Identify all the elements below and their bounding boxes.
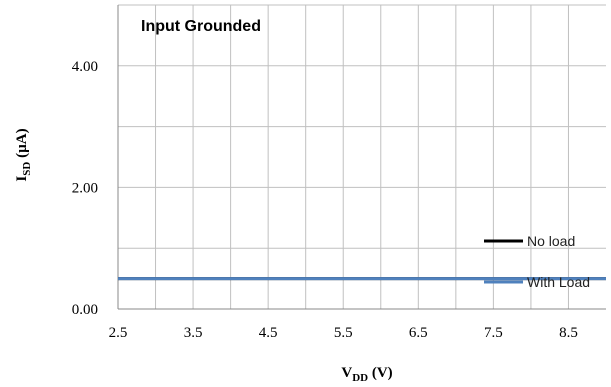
y-axis-label: ISD (µA)	[14, 128, 33, 181]
legend: No load With Load	[484, 233, 590, 290]
y-tick-label: 2.00	[72, 180, 98, 196]
chart-annotation: Input Grounded	[141, 18, 261, 35]
x-tick-label: 6.5	[409, 325, 428, 341]
x-axis-ticks: 2.5 3.5 4.5 5.5 6.5 7.5 8.5	[109, 325, 578, 341]
x-tick-label: 8.5	[559, 325, 578, 341]
x-tick-label: 7.5	[484, 325, 503, 341]
x-tick-label: 2.5	[109, 325, 128, 341]
x-tick-label: 3.5	[184, 325, 203, 341]
chart-grid	[118, 4, 606, 309]
y-tick-label: 0.00	[72, 302, 98, 318]
legend-entry: No load	[527, 233, 575, 249]
legend-entry: With Load	[527, 274, 590, 290]
y-tick-label: 4.00	[72, 59, 98, 75]
x-axis-label: VDD (V)	[341, 365, 392, 384]
y-axis-ticks: 0.00 2.00 4.00	[72, 59, 98, 318]
x-tick-label: 5.5	[334, 325, 353, 341]
x-tick-label: 4.5	[259, 325, 278, 341]
plot-area	[117, 5, 606, 310]
